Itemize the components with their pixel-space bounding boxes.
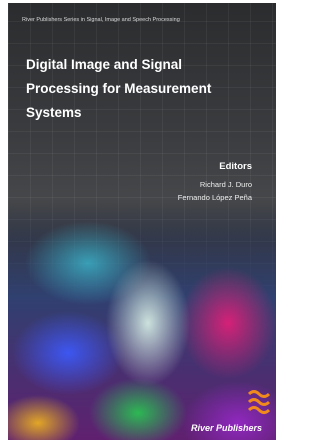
editors-label: Editors	[219, 161, 252, 172]
editor-name: Richard J. Duro	[200, 180, 252, 189]
publisher-name: River Publishers	[191, 423, 262, 433]
publisher-logo	[248, 388, 270, 418]
page: River Publishers Series in Signal, Image…	[0, 0, 284, 447]
cover-art	[8, 203, 276, 440]
title-line: Processing for Measurement	[26, 77, 211, 101]
title-line: Systems	[26, 101, 211, 125]
editor-name: Fernando López Peña	[178, 193, 252, 202]
series-name: River Publishers Series in Signal, Image…	[22, 17, 180, 23]
book-cover: River Publishers Series in Signal, Image…	[8, 3, 276, 440]
title-line: Digital Image and Signal	[26, 53, 211, 77]
book-title: Digital Image and Signal Processing for …	[26, 53, 211, 125]
